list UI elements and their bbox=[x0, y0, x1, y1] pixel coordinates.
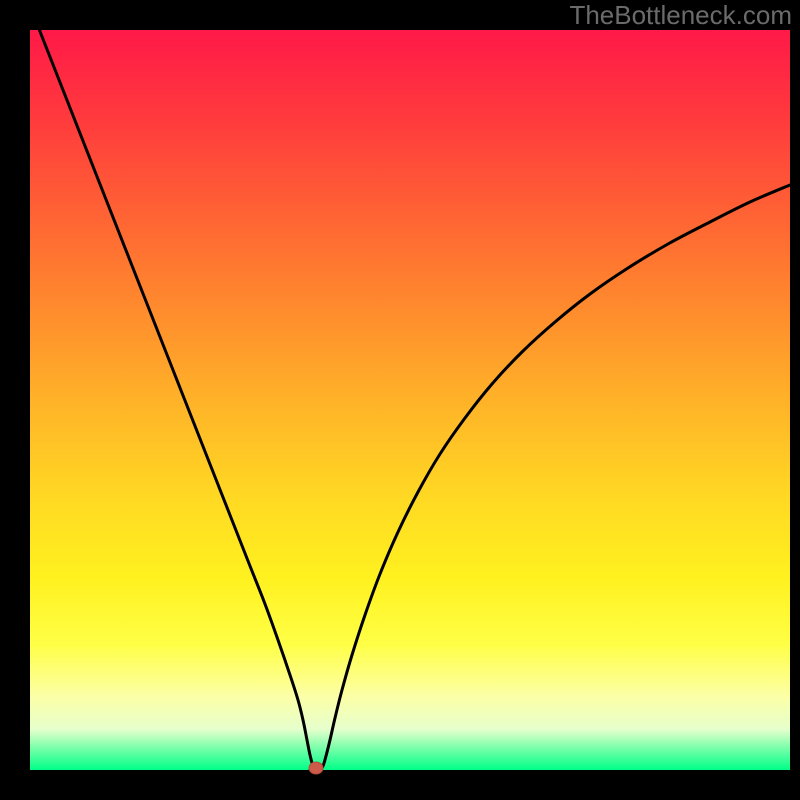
gradient-plot-area bbox=[30, 30, 790, 770]
chart-svg bbox=[0, 0, 800, 800]
chart-container: TheBottleneck.com bbox=[0, 0, 800, 800]
optimal-point-marker bbox=[309, 762, 323, 774]
watermark-text: TheBottleneck.com bbox=[569, 0, 792, 31]
